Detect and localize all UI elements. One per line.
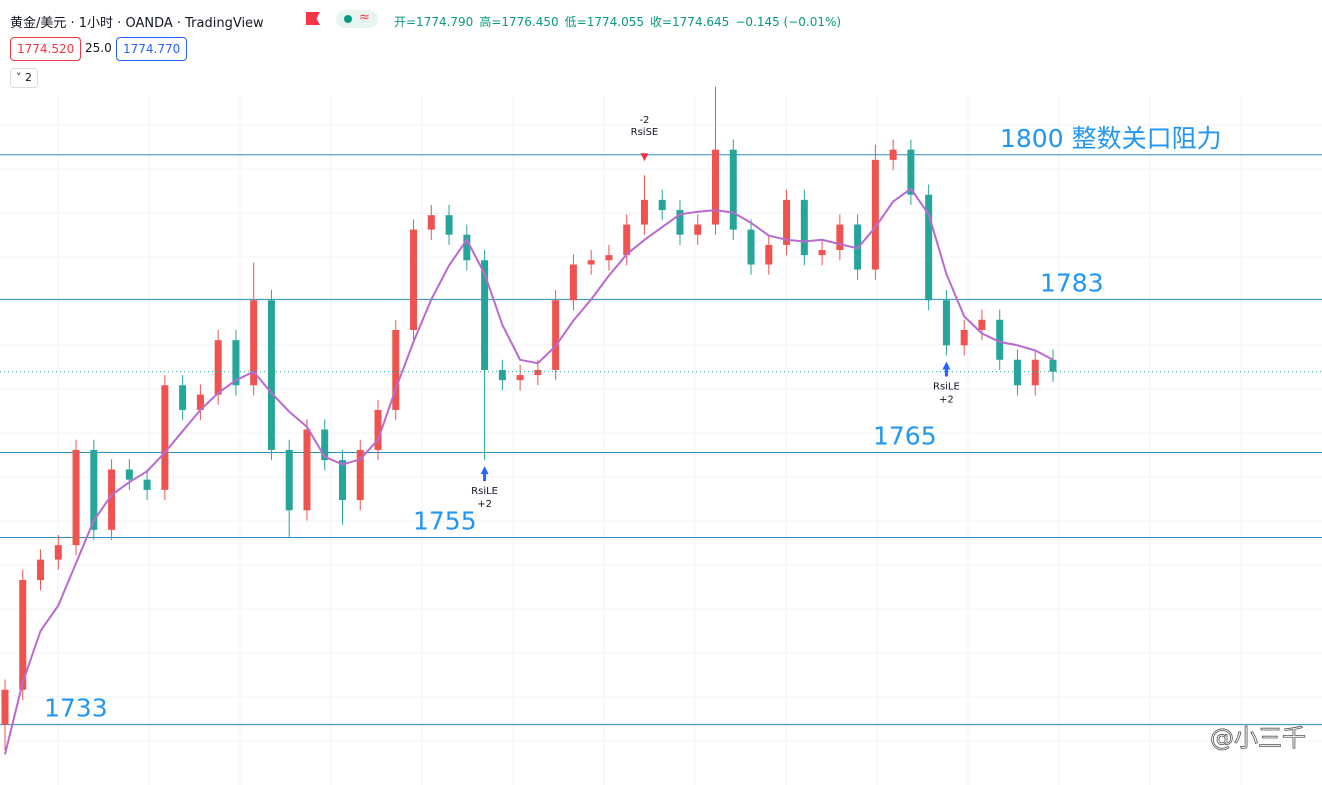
candle-body: [1049, 359, 1057, 372]
candle-body: [516, 375, 524, 381]
candle-body: [534, 369, 542, 376]
level-label: 1783: [1040, 268, 1104, 297]
candle-body: [1013, 359, 1021, 386]
candle-body: [356, 449, 364, 501]
ohlc-value: −0.145 (−0.01%): [735, 15, 842, 29]
spread: 25.0: [85, 41, 112, 55]
candle-body: [481, 260, 489, 370]
candle-body: [161, 385, 169, 490]
ohlc-value: 开=1774.790: [394, 15, 474, 29]
signal-arrow: [640, 153, 649, 162]
candle-body: [569, 264, 577, 301]
candle-body: [907, 149, 915, 195]
candle-body: [498, 369, 506, 381]
signal-size: -2: [639, 115, 649, 126]
signal-arrow: [942, 361, 951, 377]
candle-body: [125, 469, 133, 480]
candle-body: [925, 194, 933, 301]
candle-body: [72, 449, 80, 546]
moving-average: [4, 187, 1054, 755]
candle-body: [942, 300, 950, 346]
candle-body: [676, 210, 684, 235]
status-pill[interactable]: ≈: [336, 10, 378, 28]
candle-body: [321, 429, 329, 461]
signal-name: RsiSE: [631, 127, 659, 138]
candle-body: [783, 199, 791, 245]
candle-body: [392, 329, 400, 410]
candle-body: [765, 244, 773, 265]
candle-body: [889, 149, 897, 160]
ohlc-value: 低=1774.055: [564, 15, 644, 29]
candle-body: [179, 385, 187, 410]
candle-body: [90, 449, 98, 530]
flag-icon[interactable]: [306, 12, 320, 25]
candle-body: [214, 340, 222, 395]
watermark: @小三千: [1210, 724, 1306, 752]
candle-body: [694, 224, 702, 235]
candle-body: [658, 199, 666, 211]
candle-body: [303, 429, 311, 511]
candle-body: [338, 460, 346, 501]
candle-body: [747, 229, 755, 265]
candle-body: [374, 409, 382, 450]
sell-button[interactable]: 1774.520: [10, 37, 82, 61]
candle-body: [410, 229, 418, 330]
candle-body: [996, 319, 1004, 360]
candle-body: [800, 199, 808, 256]
candle-body: [143, 479, 151, 490]
buy-button[interactable]: 1774.770: [116, 37, 188, 61]
candle-body: [427, 215, 435, 230]
ohlc-bar: 开=1774.790 高=1776.450 低=1774.055 收=1774.645…: [394, 13, 847, 30]
signal-size: +2: [939, 395, 954, 406]
level-label: 1800 整数关口阻力: [1000, 124, 1222, 153]
candle-body: [978, 319, 986, 330]
candle-body: [37, 559, 45, 581]
ohlc-value: 高=1776.450: [479, 15, 559, 29]
signal-size: +2: [477, 499, 492, 510]
level-label: 1755: [413, 507, 477, 536]
level-label: 1765: [873, 421, 937, 450]
candle-body: [108, 469, 116, 530]
candle-body: [836, 224, 844, 251]
candle-body: [587, 260, 595, 265]
candle-body: [871, 159, 879, 270]
candle-body: [960, 329, 968, 346]
level-label: 1733: [44, 694, 108, 723]
candle-body: [605, 255, 613, 261]
signal-arrow: [480, 466, 489, 482]
ohlc-value: 收=1774.645: [649, 15, 730, 29]
candle-body: [285, 449, 293, 511]
symbol-title: 黄金/美元 · 1小时 · OANDA · TradingView: [10, 16, 264, 31]
indicator-toggle[interactable]: ˅ 2: [10, 68, 38, 88]
candle-body: [19, 580, 27, 690]
candle-body: [552, 300, 560, 370]
candle-body: [623, 224, 631, 256]
signal-name: RsiLE: [933, 382, 960, 393]
candle-body: [267, 300, 275, 450]
candle-body: [250, 300, 258, 386]
indicator-count: 2: [25, 71, 32, 84]
candle-body: [712, 149, 720, 225]
candle-body: [1, 689, 9, 725]
candle-body: [729, 149, 737, 230]
candle-body: [54, 545, 62, 560]
candle-body: [1031, 359, 1039, 386]
candle-body: [463, 234, 471, 261]
candle-body: [196, 394, 204, 410]
signal-name: RsiLE: [471, 486, 498, 497]
candle-body: [232, 340, 240, 386]
candle-body: [640, 199, 648, 225]
candle-body: [445, 215, 453, 235]
candle-body: [818, 250, 826, 256]
